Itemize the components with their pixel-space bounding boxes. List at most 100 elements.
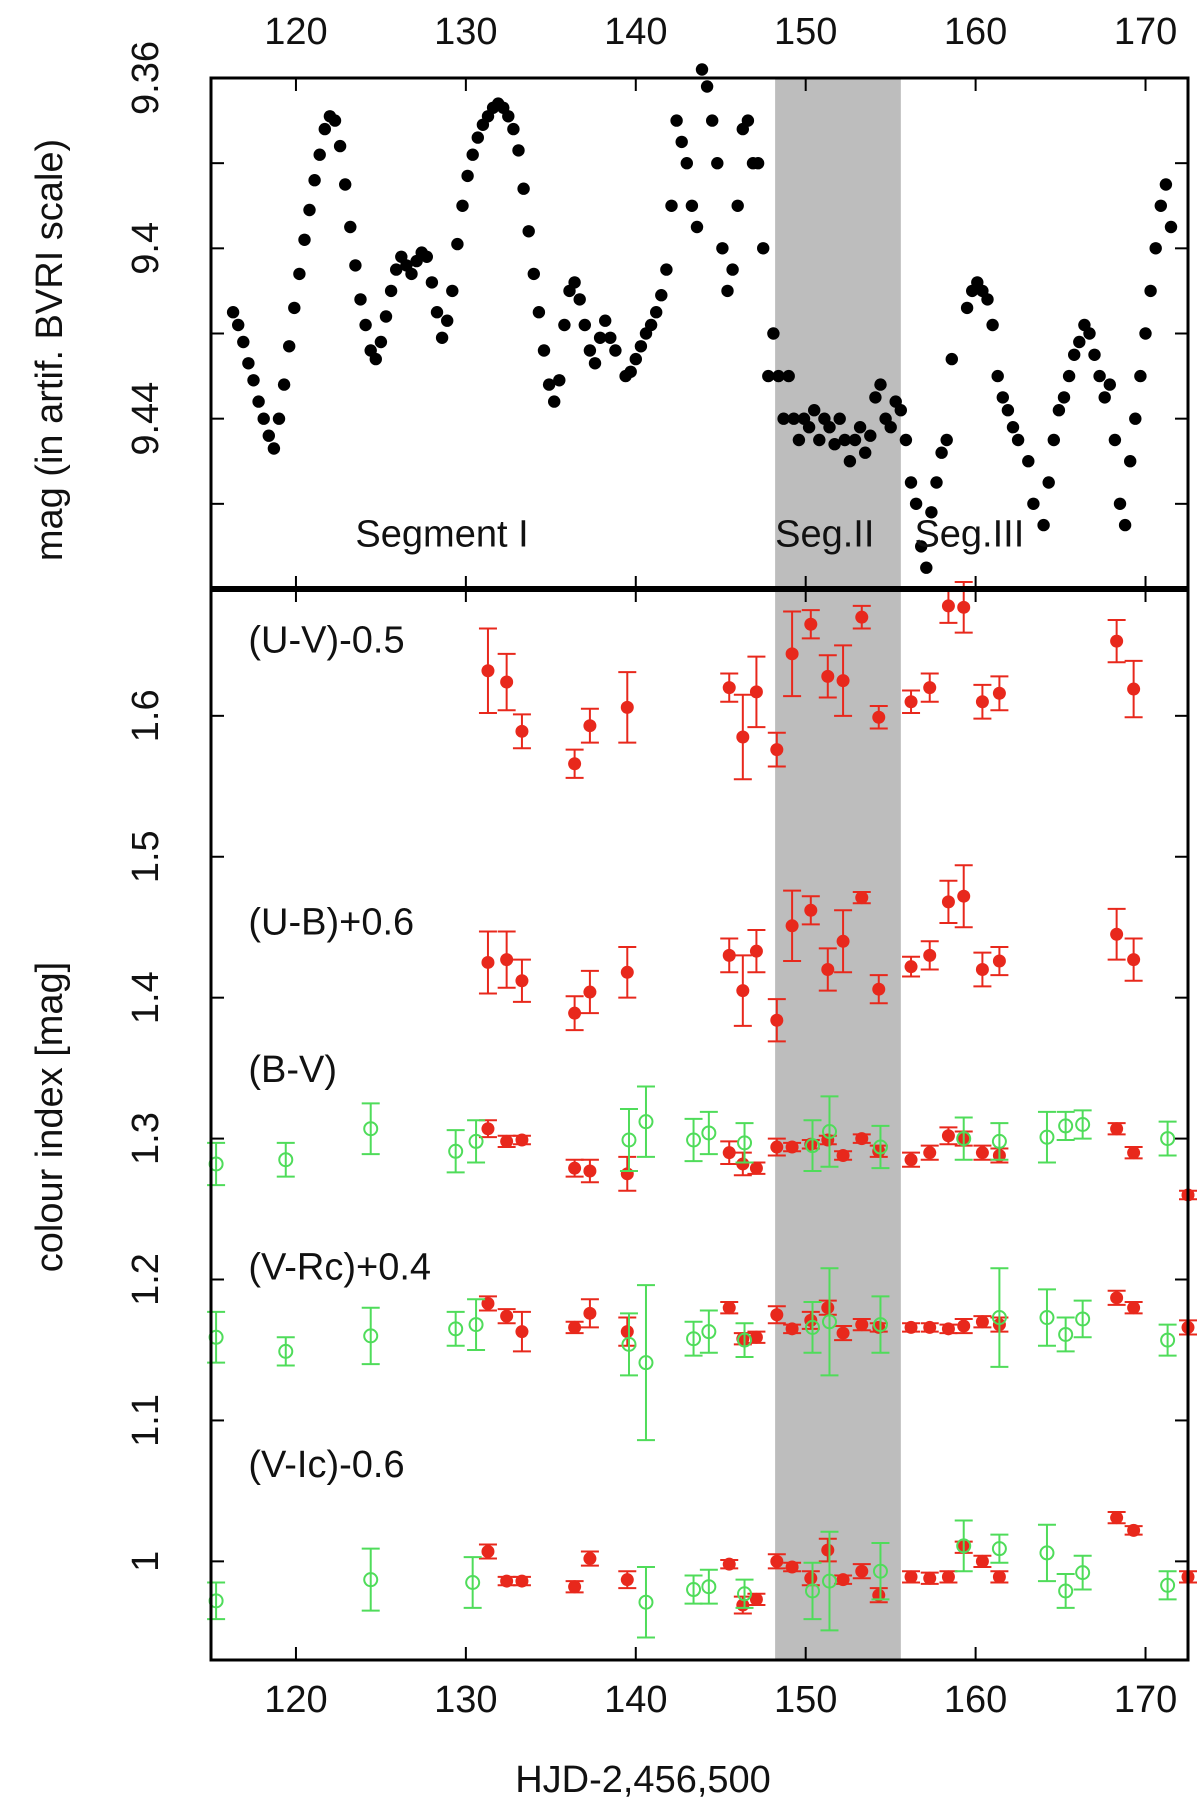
lightcurve-point [629,352,642,366]
b-v-green-point [686,1132,702,1148]
x-tick-label-bottom: 120 [264,1679,327,1721]
top-y-axis-label: mag (in artif. BVRI scale) [29,139,71,561]
lightcurve-point [1006,421,1020,434]
lightcurve-point [690,220,704,234]
b-v-green-point [804,1138,820,1154]
lightcurve-point [721,284,734,298]
lightcurve-point [665,199,678,212]
v-ic-0-6-green-point [686,1582,702,1598]
lightcurve-point [283,340,296,353]
v-ic-0-6-green-point [991,1541,1007,1557]
chart-text: HJD-2,456,500 mag (in artif. BVRI scale)… [29,11,1177,1801]
v-ic-0-6-red-point [500,1574,514,1588]
lightcurve-point [507,122,520,136]
v-ic-0-6-green-point [1039,1545,1055,1561]
lightcurve-point [446,284,459,298]
v-ic-0-6-green-point [363,1572,379,1588]
u-b-0-6-point [1127,953,1141,967]
v-ic-0-6-red-point [975,1554,989,1568]
lightcurve-point [920,561,933,574]
lightcurve-point [848,433,862,447]
v-rc-0-4-green-point [621,1336,637,1352]
lightcurve-point [1022,455,1035,468]
v-rc-0-4-green-point [991,1310,1007,1326]
segment-label: Seg.II [775,513,874,555]
b-v-green-point [1160,1131,1176,1147]
lightcurve-point [1062,369,1076,383]
lightcurve-point [568,276,581,289]
lightcurve-point [502,110,515,123]
u-v-0-5-point [836,674,850,688]
b-v-red-point [583,1164,597,1178]
lightcurve-point [716,242,729,255]
v-ic-0-6-red-point [941,1570,955,1584]
b-v-red-point [872,1144,886,1158]
v-rc-0-4-green-point [872,1317,888,1333]
lightcurve-point [537,344,551,357]
v-ic-0-6-red-point [855,1564,869,1578]
x-axis-label: HJD-2,456,500 [515,1759,771,1801]
lightcurve-point [1001,404,1015,417]
lightcurve-point [532,306,546,319]
v-rc-0-4-green-point [363,1328,379,1344]
lightcurve-point [685,199,699,212]
u-b-0-6-point [957,889,971,903]
colour-index-label: (U-B)+0.6 [248,901,414,943]
x-tick-label-top: 130 [434,11,497,53]
lightcurve-point [1113,497,1127,510]
u-v-0-5-point [583,719,597,733]
lightcurve-point [751,157,765,170]
v-ic-0-6-red-point [836,1573,850,1587]
x-tick-label-top: 170 [1114,11,1177,53]
lightcurve-point [899,433,913,447]
lightcurve-point [802,421,816,434]
lightcurve-point [838,433,851,447]
b-v-green-point [1075,1117,1091,1132]
lightcurve-point [583,344,597,357]
b-v-green-point [468,1133,484,1149]
segment-label: Seg.III [914,513,1024,555]
x-tick-label-bottom: 170 [1114,1679,1177,1721]
x-tick-label-top: 160 [944,11,1007,53]
v-ic-0-6-red-point [620,1573,634,1587]
v-ic-0-6-green-point [638,1594,654,1610]
lightcurve-point [726,263,739,276]
lightcurve-point [772,369,785,383]
lightcurve-point [512,144,525,157]
lightcurve-point [1037,518,1050,532]
lightcurve-point [874,378,887,391]
lightcurve-point [706,114,719,127]
v-rc-0-4-red-point [620,1325,634,1339]
b-v-green-point [638,1114,654,1130]
lightcurve-point [451,237,464,251]
v-rc-0-4-green-point [278,1343,294,1359]
shaded-interval [775,78,901,1660]
u-v-0-5-point [1127,682,1141,696]
lightcurve-point [828,438,841,451]
lightcurve-point [272,412,286,425]
axis-ticks [211,77,1188,1660]
lightcurve-point [359,318,372,332]
u-v-0-5-point [804,617,818,631]
v-rc-0-4-green-point [1039,1310,1055,1326]
v-ic-0-6-red-point [804,1571,818,1585]
lightcurve-point [420,250,433,263]
v-ic-0-6-green-point [804,1583,820,1599]
lightcurve-point [1129,412,1142,425]
lightcurve-point [318,122,331,136]
u-b-0-6-point [1110,927,1124,941]
v-rc-0-4-green-point [1160,1332,1176,1348]
lightcurve-point [471,131,484,144]
v-ic-0-6-green-point [465,1574,481,1590]
lightcurve-point [813,433,826,447]
top-panel-points [226,63,1178,574]
lightcurve-point [384,284,398,298]
lightcurve-point [650,306,663,319]
lightcurve-point [339,178,352,191]
v-rc-0-4-red-point [722,1301,736,1315]
lightcurve-point [344,220,357,234]
lightcurve-point [1144,284,1157,298]
lightcurve-point [548,395,561,408]
v-rc-0-4-red-point [749,1330,763,1344]
u-b-0-6-point [975,962,989,976]
